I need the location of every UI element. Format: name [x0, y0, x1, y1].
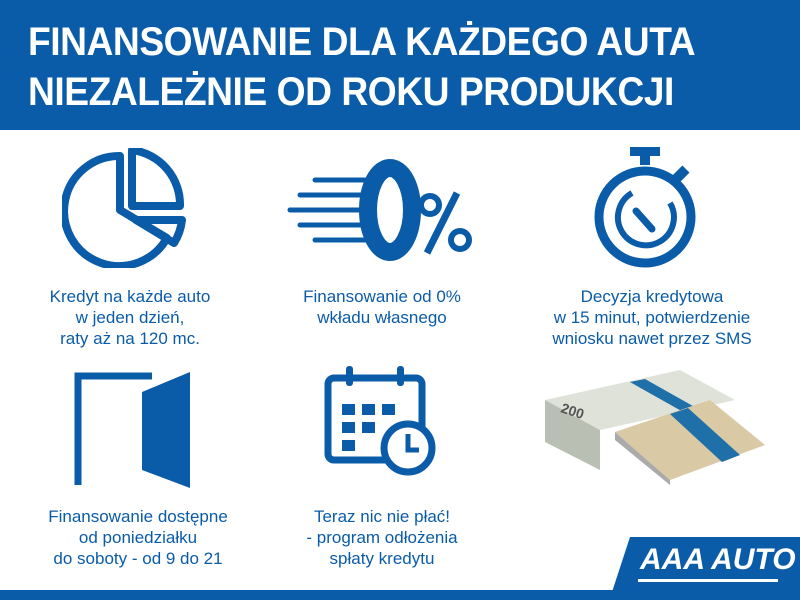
open-door-icon [74, 372, 190, 488]
caption-line: Teraz nic nie płać! [313, 507, 451, 526]
caption-line: Kredyt na każde auto [49, 287, 211, 306]
header-banner: FINANSOWANIE DLA KAŻDEGO AUTA NIEZALEŻNI… [0, 0, 800, 130]
logo-text: AAA AUTO [640, 543, 796, 576]
feature-caption-zero-down: Finansowanie od 0% wkładu własnego [252, 286, 512, 328]
banknote-stacks-image: 200 [545, 370, 765, 485]
caption-line: w jeden dzień, [75, 308, 185, 327]
calendar-clock-icon [324, 366, 436, 476]
caption-line: - program odłożenia [306, 528, 458, 547]
caption-line: wkładu własnego [317, 308, 447, 327]
aaa-auto-logo: AAA AUTO [612, 537, 800, 592]
caption-line: spłaty kredytu [329, 549, 435, 568]
caption-line: raty aż na 120 mc. [60, 329, 200, 348]
feature-caption-credit: Kredyt na każde auto w jeden dzień, raty… [0, 286, 260, 349]
zero-percent-icon [287, 159, 472, 261]
pie-chart-icon [62, 148, 186, 268]
caption-line: Decyzja kredytowa [580, 287, 724, 306]
headline-line-1: FINANSOWANIE DLA KAŻDEGO AUTA [28, 20, 696, 64]
banknote-value: 200 [559, 400, 586, 423]
caption-line: w 15 minut, potwierdzenie [553, 308, 751, 327]
bottom-bar [0, 590, 800, 600]
feature-caption-deferral: Teraz nic nie płać! - program odłożenia … [252, 506, 512, 569]
feature-caption-decision: Decyzja kredytowa w 15 minut, potwierdze… [522, 286, 782, 349]
logo-underline [638, 579, 778, 582]
caption-line: wniosku nawet przez SMS [552, 329, 752, 348]
caption-line: od poniedziałku [78, 528, 198, 547]
feature-caption-hours: Finansowanie dostępne od poniedziałku do… [8, 506, 268, 569]
headline-line-2: NIEZALEŻNIE OD ROKU PRODUKCJI [28, 70, 674, 114]
caption-line: do soboty - od 9 do 21 [53, 549, 223, 568]
caption-line: Finansowanie od 0% [303, 287, 461, 306]
caption-line: Finansowanie dostępne [48, 507, 228, 526]
stopwatch-icon [594, 147, 696, 268]
